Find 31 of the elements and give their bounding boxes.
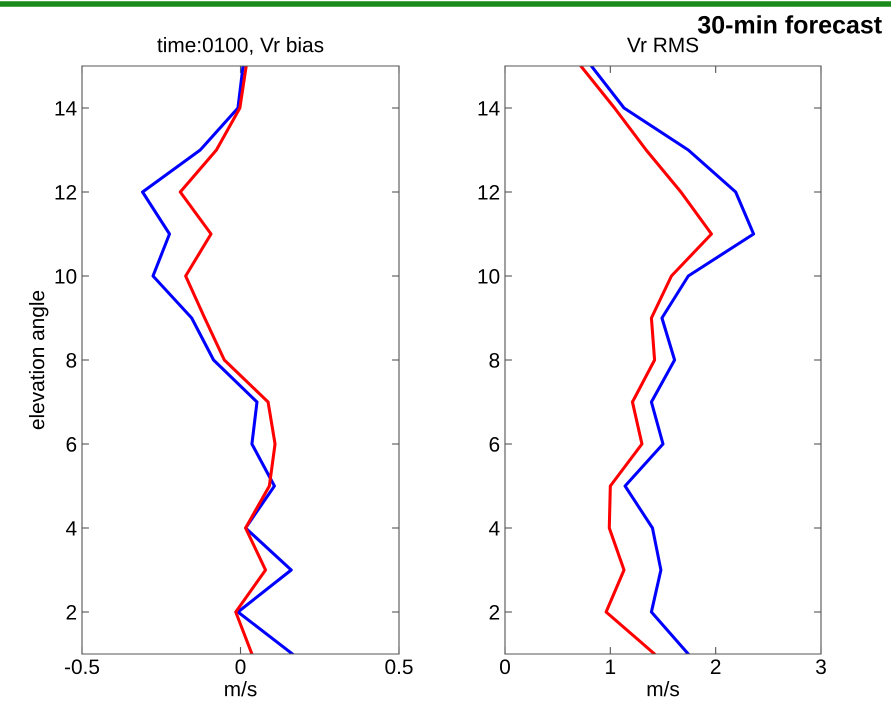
y-tick-label: 6 bbox=[490, 437, 500, 452]
y-tick-label: 12 bbox=[478, 185, 500, 200]
y-tick-label: 6 bbox=[66, 437, 76, 452]
y-tick-label: 10 bbox=[478, 269, 500, 284]
y-tick-label: 10 bbox=[56, 269, 76, 284]
x-tick-label: 2 bbox=[710, 659, 720, 674]
x-axis-title: m/s bbox=[648, 681, 680, 696]
x-tick-label: -0.5 bbox=[64, 659, 100, 674]
y-tick-label: 2 bbox=[490, 605, 500, 620]
x-tick-label: 3 bbox=[816, 659, 826, 674]
x-axis-title: m/s bbox=[225, 681, 257, 696]
y-tick-label: 4 bbox=[66, 521, 77, 536]
chart-title: Vr RMS bbox=[627, 38, 698, 52]
line-series bbox=[579, 66, 713, 654]
y-tick-label: 14 bbox=[478, 101, 500, 116]
x-tick-label: 0 bbox=[236, 659, 246, 674]
x-tick-label: 1 bbox=[606, 660, 616, 674]
chart-title: time:0100, Vr bias bbox=[157, 37, 324, 55]
line-series bbox=[590, 66, 756, 654]
y-tick-label: 4 bbox=[489, 521, 500, 536]
y-tick-label: 12 bbox=[56, 185, 76, 200]
line-series bbox=[141, 66, 294, 654]
y-axis-title: elevation angle bbox=[28, 290, 48, 430]
text: 30-min forecast bbox=[698, 15, 882, 34]
y-tick-label: 2 bbox=[66, 605, 76, 620]
y-tick-label: 14 bbox=[56, 101, 77, 116]
line-series bbox=[178, 66, 277, 654]
y-tick-label: 8 bbox=[66, 353, 76, 368]
x-tick-label: 0 bbox=[500, 659, 510, 674]
x-tick-label: 0.5 bbox=[385, 659, 413, 674]
y-tick-label: 8 bbox=[489, 353, 500, 368]
